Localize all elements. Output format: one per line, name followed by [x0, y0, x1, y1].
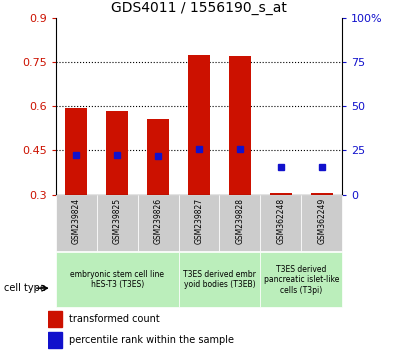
Bar	[260, 195, 301, 251]
Bar	[310, 193, 333, 195]
Text: GSM239826: GSM239826	[154, 198, 162, 244]
Text: GSM239828: GSM239828	[236, 198, 244, 244]
Bar	[56, 195, 97, 251]
Text: transformed count: transformed count	[69, 314, 160, 324]
Bar	[56, 252, 179, 307]
Bar	[188, 55, 210, 195]
Bar	[179, 252, 260, 307]
Bar	[229, 56, 251, 195]
Text: GSM239827: GSM239827	[195, 198, 203, 244]
Bar	[48, 311, 62, 327]
Text: percentile rank within the sample: percentile rank within the sample	[69, 335, 234, 345]
Bar	[260, 252, 342, 307]
Text: GSM362249: GSM362249	[317, 198, 326, 244]
Bar	[219, 195, 260, 251]
Bar	[269, 193, 292, 195]
Bar	[179, 195, 219, 251]
Bar	[138, 195, 179, 251]
Title: GDS4011 / 1556190_s_at: GDS4011 / 1556190_s_at	[111, 1, 287, 15]
Bar	[97, 195, 138, 251]
Bar	[301, 195, 342, 251]
Bar	[65, 108, 88, 195]
Text: T3ES derived
pancreatic islet-like
cells (T3pi): T3ES derived pancreatic islet-like cells…	[263, 265, 339, 295]
Text: cell type: cell type	[4, 283, 46, 293]
Text: embryonic stem cell line
hES-T3 (T3ES): embryonic stem cell line hES-T3 (T3ES)	[70, 270, 164, 289]
Text: GSM362248: GSM362248	[276, 198, 285, 244]
Bar	[147, 119, 169, 195]
Bar	[106, 110, 129, 195]
Bar	[48, 332, 62, 348]
Text: GSM239825: GSM239825	[113, 198, 122, 244]
Text: T3ES derived embr
yoid bodies (T3EB): T3ES derived embr yoid bodies (T3EB)	[183, 270, 256, 289]
Text: GSM239824: GSM239824	[72, 198, 81, 244]
